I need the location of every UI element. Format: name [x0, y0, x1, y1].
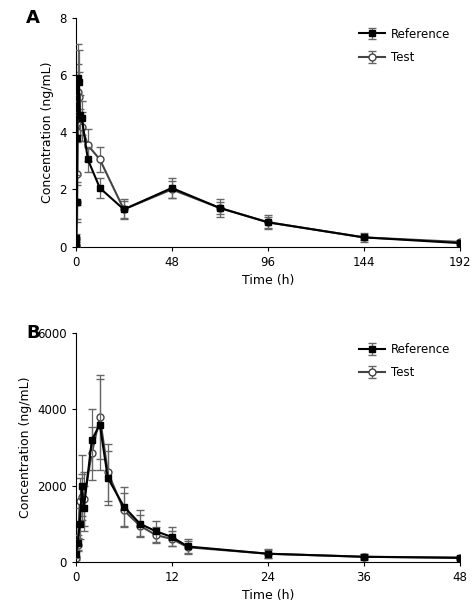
Legend: Reference, Test: Reference, Test — [356, 339, 454, 383]
Text: A: A — [26, 9, 40, 27]
X-axis label: Time (h): Time (h) — [242, 590, 294, 602]
Text: B: B — [26, 324, 39, 342]
X-axis label: Time (h): Time (h) — [242, 274, 294, 287]
Legend: Reference, Test: Reference, Test — [356, 24, 454, 68]
Y-axis label: Concentration (ng/mL): Concentration (ng/mL) — [18, 377, 32, 518]
Y-axis label: Concentration (ng/mL): Concentration (ng/mL) — [41, 62, 54, 203]
